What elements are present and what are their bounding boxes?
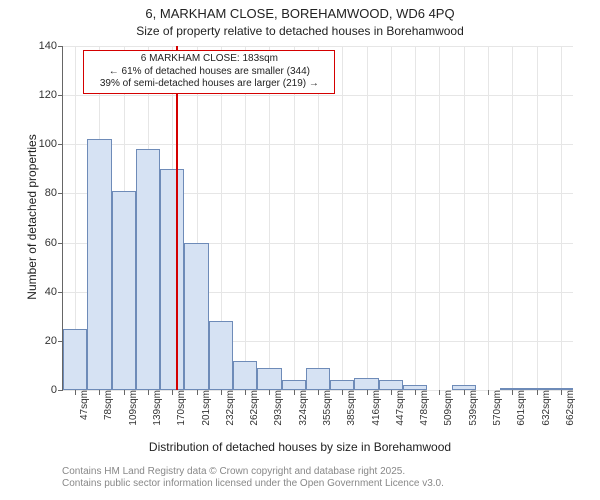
gridline-v: [245, 46, 246, 390]
footer-line2: Contains public sector information licen…: [62, 478, 444, 490]
histogram-bar: [452, 385, 476, 390]
histogram-bar: [209, 321, 233, 390]
histogram-bar: [63, 329, 87, 390]
x-tick-label: 262sqm: [245, 390, 260, 426]
x-axis-label: Distribution of detached houses by size …: [0, 440, 600, 454]
y-axis-label: Number of detached properties: [25, 117, 39, 317]
gridline-v: [415, 46, 416, 390]
y-tick-label: 100: [39, 138, 63, 150]
histogram-bar: [184, 243, 208, 390]
y-tick-label: 60: [45, 237, 63, 249]
histogram-bar: [306, 368, 330, 390]
histogram-bar: [257, 368, 281, 390]
x-tick-label: 601sqm: [512, 390, 527, 426]
x-tick-label: 539sqm: [464, 390, 479, 426]
histogram-bar: [87, 139, 111, 390]
histogram-bar: [282, 380, 306, 390]
gridline-v: [342, 46, 343, 390]
gridline-v: [488, 46, 489, 390]
chart-title: 6, MARKHAM CLOSE, BOREHAMWOOD, WD6 4PQ: [0, 6, 600, 21]
histogram-bar: [136, 149, 160, 390]
x-tick-label: 416sqm: [367, 390, 382, 426]
histogram-bar: [330, 380, 354, 390]
x-tick-label: 632sqm: [537, 390, 552, 426]
reference-vline: [176, 46, 178, 390]
x-tick-label: 170sqm: [172, 390, 187, 426]
y-tick-label: 140: [39, 40, 63, 52]
gridline-v: [318, 46, 319, 390]
x-tick-label: 570sqm: [488, 390, 503, 426]
chart-container: 6, MARKHAM CLOSE, BOREHAMWOOD, WD6 4PQ S…: [0, 0, 600, 500]
y-tick-label: 80: [45, 187, 63, 199]
x-tick-label: 78sqm: [99, 390, 114, 420]
x-tick-label: 47sqm: [75, 390, 90, 420]
footer-line1: Contains HM Land Registry data © Crown c…: [62, 466, 444, 478]
annotation-box: 6 MARKHAM CLOSE: 183sqm← 61% of detached…: [83, 50, 335, 94]
x-tick-label: 385sqm: [342, 390, 357, 426]
x-tick-label: 662sqm: [561, 390, 576, 426]
x-tick-label: 324sqm: [294, 390, 309, 426]
x-tick-label: 293sqm: [269, 390, 284, 426]
histogram-bar: [403, 385, 427, 390]
gridline-v: [464, 46, 465, 390]
x-tick-label: 447sqm: [391, 390, 406, 426]
x-tick-label: 232sqm: [221, 390, 236, 426]
gridline-v: [391, 46, 392, 390]
y-tick-label: 40: [45, 286, 63, 298]
x-tick-label: 509sqm: [439, 390, 454, 426]
gridline-v: [512, 46, 513, 390]
histogram-bar: [354, 378, 378, 390]
annotation-line1: 6 MARKHAM CLOSE: 183sqm: [88, 53, 330, 66]
histogram-bar: [112, 191, 136, 390]
x-tick-label: 109sqm: [124, 390, 139, 426]
plot-area: 02040608010012014047sqm78sqm109sqm139sqm…: [62, 46, 573, 391]
annotation-line2: ← 61% of detached houses are smaller (34…: [88, 66, 330, 79]
histogram-bar: [233, 361, 257, 390]
y-tick-label: 0: [51, 384, 63, 396]
histogram-bar: [379, 380, 403, 390]
histogram-bar: [500, 388, 524, 390]
gridline-v: [367, 46, 368, 390]
gridline-v: [439, 46, 440, 390]
y-tick-label: 20: [45, 335, 63, 347]
histogram-bar: [160, 169, 184, 390]
gridline-v: [537, 46, 538, 390]
y-tick-label: 120: [39, 89, 63, 101]
x-tick-label: 478sqm: [415, 390, 430, 426]
footer-attribution: Contains HM Land Registry data © Crown c…: [62, 466, 444, 490]
x-tick-label: 139sqm: [148, 390, 163, 426]
histogram-bar: [549, 388, 573, 390]
gridline-v: [294, 46, 295, 390]
chart-subtitle: Size of property relative to detached ho…: [0, 24, 600, 38]
annotation-line3: 39% of semi-detached houses are larger (…: [88, 78, 330, 91]
x-tick-label: 355sqm: [318, 390, 333, 426]
x-tick-label: 201sqm: [197, 390, 212, 426]
gridline-v: [561, 46, 562, 390]
gridline-v: [269, 46, 270, 390]
histogram-bar: [524, 388, 548, 390]
